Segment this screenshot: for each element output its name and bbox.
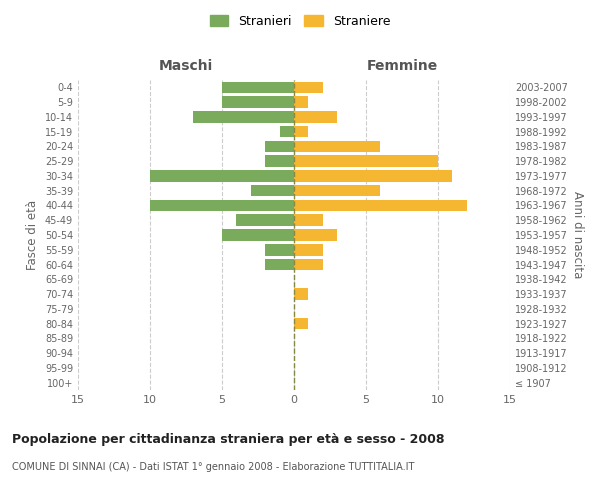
Bar [294, 200, 467, 211]
Bar [236, 214, 294, 226]
Legend: Stranieri, Straniere: Stranieri, Straniere [206, 11, 394, 32]
Bar [222, 96, 294, 108]
Bar [294, 140, 380, 152]
Y-axis label: Fasce di età: Fasce di età [26, 200, 39, 270]
Bar [251, 185, 294, 196]
Text: COMUNE DI SINNAI (CA) - Dati ISTAT 1° gennaio 2008 - Elaborazione TUTTITALIA.IT: COMUNE DI SINNAI (CA) - Dati ISTAT 1° ge… [12, 462, 415, 472]
Bar [294, 111, 337, 122]
Text: Popolazione per cittadinanza straniera per età e sesso - 2008: Popolazione per cittadinanza straniera p… [12, 432, 445, 446]
Bar [294, 156, 438, 167]
Bar [294, 229, 337, 241]
Y-axis label: Anni di nascita: Anni di nascita [571, 192, 584, 278]
Bar [265, 259, 294, 270]
Bar [150, 170, 294, 181]
Bar [265, 244, 294, 256]
Bar [265, 140, 294, 152]
Bar [294, 244, 323, 256]
Bar [193, 111, 294, 122]
Bar [294, 318, 308, 330]
Bar [222, 82, 294, 93]
Bar [294, 288, 308, 300]
Bar [265, 156, 294, 167]
Bar [294, 96, 308, 108]
Bar [294, 185, 380, 196]
Text: Femmine: Femmine [367, 58, 437, 72]
Bar [280, 126, 294, 138]
Bar [294, 259, 323, 270]
Bar [150, 200, 294, 211]
Text: Maschi: Maschi [159, 58, 213, 72]
Bar [294, 82, 323, 93]
Bar [294, 126, 308, 138]
Bar [294, 170, 452, 181]
Bar [222, 229, 294, 241]
Bar [294, 214, 323, 226]
